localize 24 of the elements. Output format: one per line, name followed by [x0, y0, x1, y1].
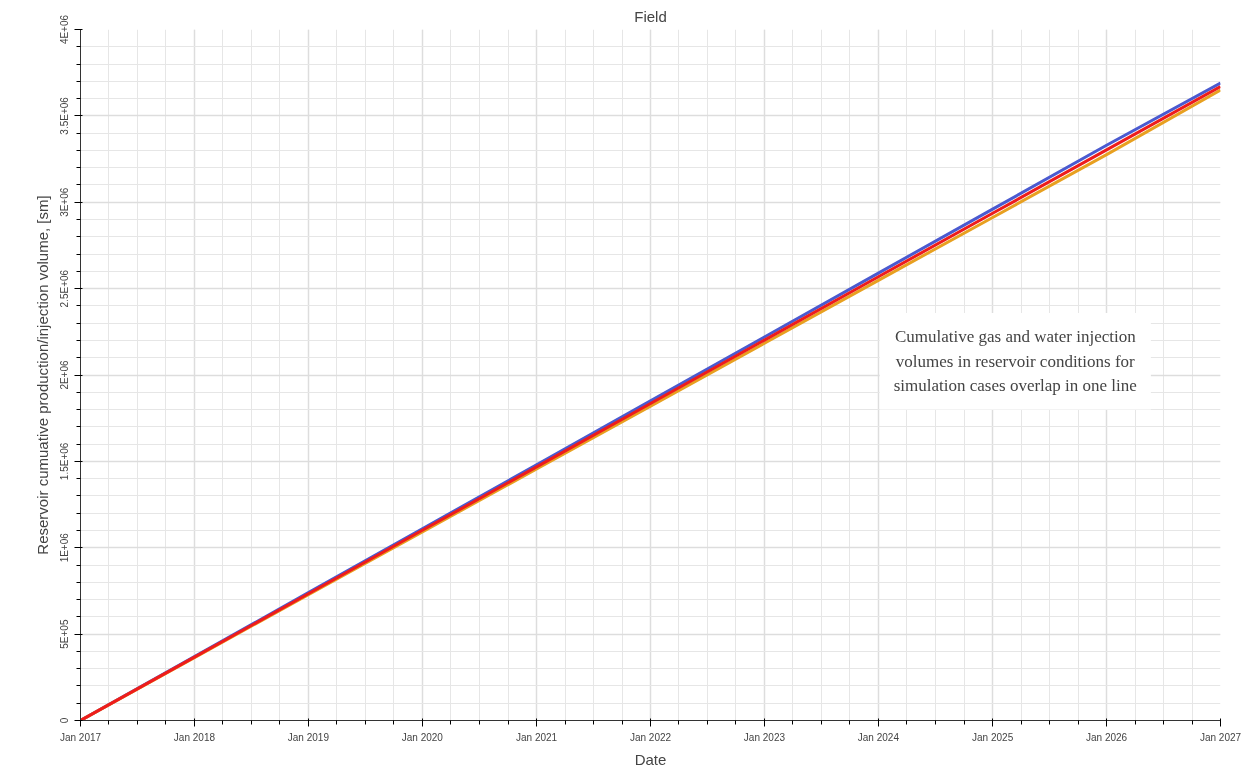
x-tick-label: Jan 2021 — [515, 731, 558, 743]
y-tick-label: 2E+06 — [58, 359, 70, 390]
x-tick-label: Jan 2026 — [1085, 731, 1128, 743]
x-tick-label: Jan 2017 — [59, 731, 102, 743]
y-tick-label: 3E+06 — [58, 187, 70, 217]
y-tick-label: 0 — [58, 717, 70, 724]
x-tick-label: Jan 2019 — [287, 731, 330, 743]
x-tick-label: Jan 2023 — [743, 731, 786, 743]
annotation: Cumulative gas and water injection volumes in reservoir conditions for simulation cases overlap in one line — [893, 326, 1137, 396]
x-tick-label: Jan 2020 — [401, 731, 444, 743]
y-tick-label: 5E+05 — [58, 619, 70, 649]
y-tick-label: 4E+06 — [58, 14, 70, 45]
x-tick-label: Jan 2018 — [173, 731, 216, 743]
y-tick-label: 3.5E+06 — [58, 96, 70, 135]
x-tick-label: Jan 2025 — [972, 731, 1014, 743]
chart-title: Field — [634, 7, 667, 25]
x-tick-label: Jan 2024 — [857, 731, 900, 743]
y-axis-title: Reservoir cumuative production/injection volume, [sm] — [33, 195, 51, 555]
x-tick-label: Jan 2022 — [629, 731, 672, 743]
x-axis-title: Date — [634, 750, 667, 768]
y-tick-label: 1E+06 — [58, 532, 70, 563]
y-tick-label: 1.5E+06 — [58, 442, 70, 481]
y-tick-label: 2.5E+06 — [58, 269, 70, 308]
x-tick-label: Jan 2027 — [1199, 731, 1242, 743]
